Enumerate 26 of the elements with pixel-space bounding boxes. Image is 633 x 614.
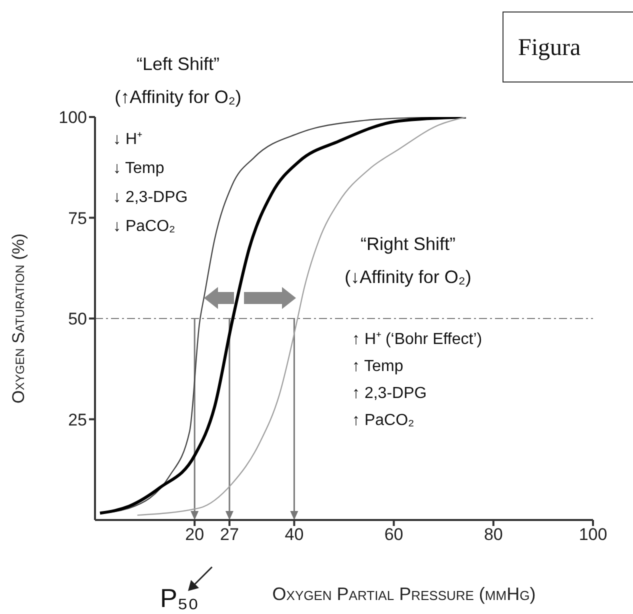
text: “Left Shift” xyxy=(136,54,220,74)
x-tick-label: 80 xyxy=(484,525,503,544)
y-tick-label: 100 xyxy=(58,108,87,128)
annotation: ↓ 2,3-DPG xyxy=(113,189,188,206)
annotation: (↓Affinity for O₂) xyxy=(344,267,472,287)
annotation: ↑ PaCO₂ xyxy=(352,412,414,429)
annotation: ↓ H⁺ xyxy=(113,131,142,148)
annotation: “Right Shift” xyxy=(360,234,456,254)
x-tick-label: 60 xyxy=(384,525,404,544)
y-tick-label: 50 xyxy=(68,310,87,329)
annotation: ↑ H⁺ (‘Bohr Effect’) xyxy=(352,331,482,348)
x-axis-title: Oxygen Partial Pressure (mmHg) xyxy=(272,584,536,604)
annotation: ↑ 2,3-DPG xyxy=(352,385,427,402)
x-tick-label: 20 xyxy=(185,525,204,544)
x-tick-label: 40 xyxy=(284,525,304,544)
annotation: ↓ PaCO₂ xyxy=(113,218,176,235)
text: P₅₀ xyxy=(160,583,199,613)
text: (↑Affinity for O₂) xyxy=(114,87,242,107)
annotation: ↓ Temp xyxy=(113,160,164,177)
text: Figura xyxy=(518,35,582,61)
y-tick-label: 25 xyxy=(68,410,87,430)
annotation: ↑ Temp xyxy=(352,358,404,375)
y-tick-label: 75 xyxy=(68,208,87,228)
y-axis-title: Oxygen Saturation (%) xyxy=(9,233,28,404)
x-tick-label: 27 xyxy=(220,525,239,544)
x-tick-label: 100 xyxy=(578,525,608,544)
